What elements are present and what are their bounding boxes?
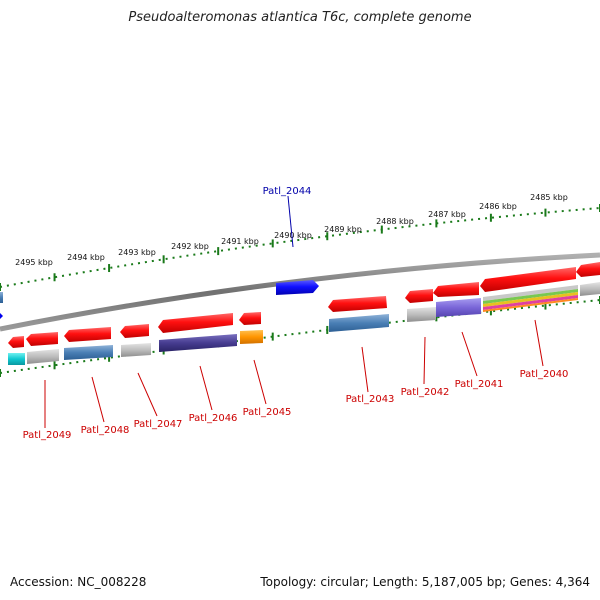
leader-patl-2046: [199, 365, 213, 411]
gene-feature-patl-2049[interactable]: [8, 336, 24, 348]
map-title: Pseudoalteromonas atlantica T6c, complet…: [128, 10, 472, 25]
genome-summary: Topology: circular; Length: 5,187,005 bp…: [260, 575, 590, 589]
domain-bar-stripe-pink: [483, 295, 578, 310]
gene-feature-patl-2042[interactable]: [405, 289, 433, 303]
inner-ruler-arc: [0, 299, 600, 374]
leader-patl-2044: [287, 195, 294, 248]
outer-ruler-ticks: [0, 204, 600, 291]
domain-bar-steel-2: [329, 314, 389, 332]
domain-bar-gray-2: [121, 343, 151, 357]
gene-label-patl-2042[interactable]: Patl_2042: [401, 387, 450, 398]
gene-label-patl-2048[interactable]: Patl_2048: [81, 425, 130, 436]
kbp-tick-label: 2488 kbp: [376, 217, 414, 226]
kbp-labels: 2495 kbp 2494 kbp 2493 kbp 2492 kbp 2491 kbp…: [15, 193, 568, 267]
domain-bar-navy: [159, 334, 237, 352]
gene-feature-patl-2047[interactable]: [64, 327, 111, 342]
gene-feature-edge-left-arrow: [0, 313, 3, 319]
outer-ruler-arc: [0, 207, 600, 288]
gene-feature-patl-2044[interactable]: [276, 280, 319, 295]
gene-labels: Patl_2044 Patl_2049 Patl_2048 Patl_2047 …: [23, 186, 569, 441]
leader-patl-2048: [91, 376, 105, 423]
gene-feature-edge-left: [0, 292, 3, 303]
gene-label-patl-2041[interactable]: Patl_2041: [455, 379, 504, 390]
gene-label-patl-2047[interactable]: Patl_2047: [134, 419, 183, 430]
domain-bar-gray-right: [580, 282, 600, 296]
domain-bar-orange: [240, 330, 263, 344]
domain-bar-purple: [436, 298, 481, 317]
kbp-tick-label: 2487 kbp: [428, 210, 466, 219]
domain-bar-stripe-yellow: [483, 292, 578, 307]
gene-feature-patl-2043[interactable]: [328, 296, 387, 312]
kbp-tick-label: 2491 kbp: [221, 237, 259, 246]
leader-patl-2041: [461, 331, 478, 377]
domain-bar-stripe-green: [483, 289, 578, 304]
kbp-tick-label: 2485 kbp: [530, 193, 568, 202]
leader-patl-2043: [361, 346, 369, 393]
domain-bar-stripe-orange: [483, 298, 578, 312]
gene-label-patl-2043[interactable]: Patl_2043: [346, 394, 395, 405]
gene-feature-edge-right: [576, 262, 600, 277]
gene-feature-patl-2045b: [239, 312, 261, 325]
kbp-tick-label: 2486 kbp: [479, 202, 517, 211]
kbp-tick-label: 2489 kbp: [324, 225, 362, 234]
gene-feature-patl-2048[interactable]: [26, 332, 58, 346]
domain-bar-gray-3: [407, 307, 436, 322]
leader-patl-2045: [253, 359, 267, 405]
gene-features: [0, 262, 600, 365]
domain-bar-stripe-gray: [483, 285, 578, 301]
kbp-tick-label: 2492 kbp: [171, 242, 209, 251]
kbp-tick-label: 2493 kbp: [118, 248, 156, 257]
domain-bar-gray-1: [27, 349, 59, 364]
domain-bar-cyan: [8, 353, 25, 365]
gene-label-leaders: [44, 195, 544, 428]
gene-feature-patl-2046[interactable]: [120, 324, 149, 338]
gene-feature-patl-2040[interactable]: [480, 267, 576, 292]
gene-label-patl-2049[interactable]: Patl_2049: [23, 430, 72, 441]
gene-label-patl-2040[interactable]: Patl_2040: [520, 369, 569, 380]
domain-bar-steel-1: [64, 345, 113, 360]
leader-patl-2047: [137, 372, 158, 417]
gene-label-patl-2044[interactable]: Patl_2044: [263, 186, 312, 197]
accession-label: Accession: NC_008228: [10, 575, 147, 589]
gene-feature-patl-2045[interactable]: [158, 313, 233, 333]
gene-label-patl-2045[interactable]: Patl_2045: [243, 407, 292, 418]
genome-backbone: [0, 252, 600, 332]
gene-feature-patl-2041[interactable]: [433, 282, 479, 297]
leader-patl-2040: [534, 319, 544, 367]
kbp-tick-label: 2495 kbp: [15, 258, 53, 267]
kbp-tick-label: 2494 kbp: [67, 253, 105, 262]
kbp-tick-label: 2490 kbp: [274, 231, 312, 240]
leader-patl-2042: [423, 336, 426, 385]
gene-label-patl-2046[interactable]: Patl_2046: [189, 413, 238, 424]
